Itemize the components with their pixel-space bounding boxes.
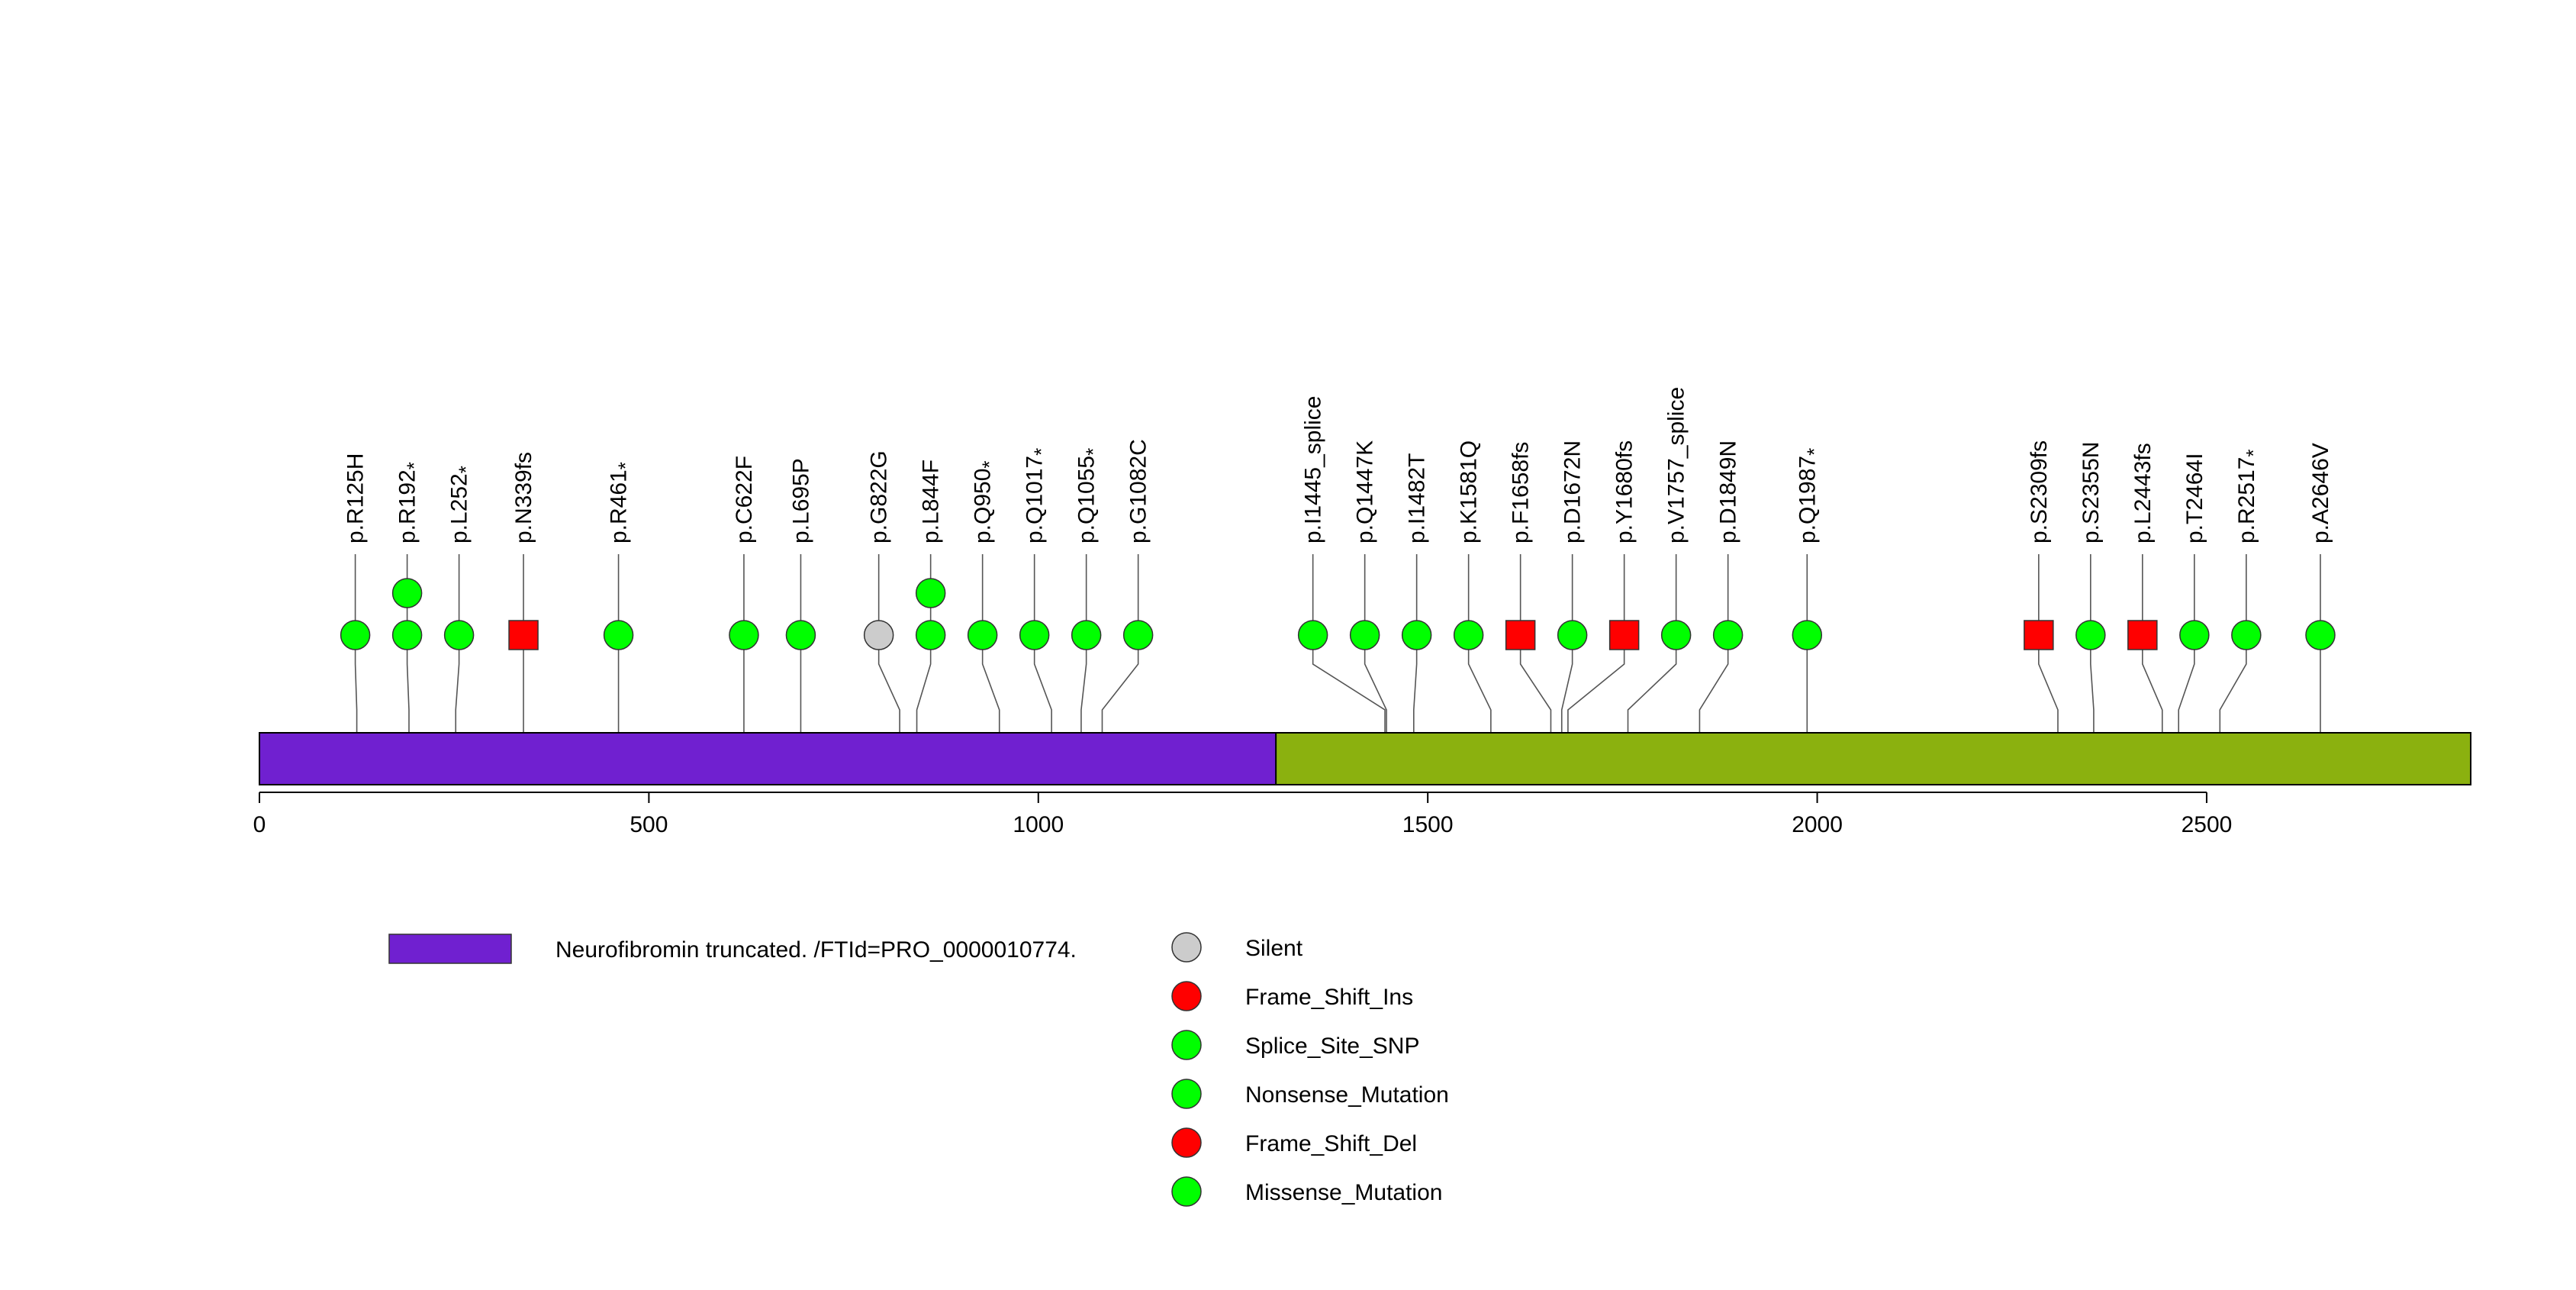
mutation-label-17: p.F1658fs	[1509, 442, 1534, 543]
mutation-label-11: p.Q1055*	[1074, 448, 1105, 543]
mutation-label-14: p.Q1447K	[1353, 440, 1378, 543]
mutation-label-5: p.C622F	[732, 456, 757, 543]
x-tick-label-2500: 2500	[2182, 812, 2233, 837]
mutation-label-28: p.A2646V	[2308, 443, 2333, 543]
legend-label-frame_shift_del: Frame_Shift_Del	[1245, 1131, 1417, 1156]
mutation-label-23: p.S2309fs	[2027, 440, 2052, 543]
legend-label-silent: Silent	[1245, 936, 1303, 961]
mutation-label-10: p.Q1017*	[1022, 448, 1053, 543]
x-tick-label-500: 500	[630, 812, 668, 837]
legend: Neurofibromin truncated. /FTId=PRO_00000…	[388, 932, 1449, 1207]
mutation-marker-2-0	[443, 620, 475, 650]
mutation-marker-13-0	[1297, 620, 1328, 650]
x-tick-label-0: 0	[253, 812, 266, 837]
mutation-marker-1-1	[391, 578, 423, 608]
mutation-label-20: p.V1757_splice	[1664, 387, 1689, 543]
mutation-marker-25-0	[2127, 620, 2158, 650]
legend-swatch-missense_mutation	[1171, 1176, 1202, 1207]
mutation-label-3: p.N339fs	[511, 452, 536, 543]
mutation-marker-7-0	[863, 620, 894, 650]
mutation-marker-15-0	[1401, 620, 1432, 650]
mutation-marker-1-0	[391, 620, 423, 650]
mutation-marker-3-0	[508, 620, 539, 650]
mutation-marker-24-0	[2075, 620, 2106, 650]
mutation-marker-20-0	[1660, 620, 1692, 650]
mutation-label-1: p.R192*	[395, 462, 426, 543]
mutation-label-21: p.D1849N	[1716, 440, 1741, 543]
mutation-label-24: p.S2355N	[2079, 442, 2104, 543]
legend-label-missense_mutation: Missense_Mutation	[1245, 1180, 1442, 1205]
mutation-label-26: p.T2464I	[2182, 453, 2207, 543]
mutation-marker-27-0	[2231, 620, 2262, 650]
mutation-marker-4-0	[603, 620, 634, 650]
mutation-marker-9-0	[967, 620, 998, 650]
legend-label-splice_site_snp: Splice_Site_SNP	[1245, 1034, 1419, 1059]
mutation-marker-10-0	[1019, 620, 1050, 650]
legend-swatch-frame_shift_ins	[1171, 981, 1202, 1011]
mutation-marker-6-0	[785, 620, 816, 650]
mutation-label-9: p.Q950*	[971, 460, 1001, 543]
mutation-marker-22-0	[1792, 620, 1823, 650]
x-axis: 0 500 1000 1500 2000 2500	[253, 792, 2233, 837]
mutation-label-27: p.R2517*	[2234, 449, 2265, 543]
mutation-marker-26-0	[2179, 620, 2210, 650]
mutation-marker-12-0	[1122, 620, 1154, 650]
mutation-marker-28-0	[2305, 620, 2336, 650]
mutation-markers	[340, 578, 2336, 650]
legend-label-nonsense_mutation: Nonsense_Mutation	[1245, 1082, 1449, 1108]
mutation-label-12: p.G1082C	[1126, 439, 1151, 543]
legend-domain-swatch	[388, 934, 512, 964]
mutation-marker-14-0	[1349, 620, 1380, 650]
mutation-label-18: p.D1672N	[1560, 440, 1586, 543]
x-tick-label-1500: 1500	[1402, 812, 1454, 837]
mutation-label-16: p.K1581Q	[1457, 440, 1482, 543]
mutation-label-22: p.Q1987*	[1795, 448, 1825, 543]
mutation-marker-21-0	[1712, 620, 1744, 650]
legend-swatch-silent	[1171, 932, 1202, 963]
mutation-marker-18-0	[1557, 620, 1588, 650]
mutation-marker-19-0	[1608, 620, 1640, 650]
domain-bar-0	[259, 732, 1278, 785]
mutation-label-15: p.I1482T	[1405, 453, 1430, 543]
mutation-label-25: p.L2443fs	[2130, 443, 2156, 543]
legend-swatch-splice_site_snp	[1171, 1030, 1202, 1060]
mutation-label-7: p.G822G	[867, 450, 892, 543]
protein-bar	[259, 732, 2471, 785]
mutation-label-4: p.R461*	[607, 462, 637, 543]
legend-domain-label: Neurofibromin truncated. /FTId=PRO_00000…	[555, 937, 1077, 963]
mutation-label-6: p.L695P	[788, 458, 813, 543]
mutation-label-8: p.L844F	[919, 460, 944, 543]
x-tick-label-2000: 2000	[1792, 812, 1843, 837]
mutation-label-0: p.R125H	[343, 453, 369, 543]
mutation-marker-16-0	[1453, 620, 1484, 650]
mutation-marker-0-0	[340, 620, 371, 650]
mutation-marker-23-0	[2024, 620, 2054, 650]
legend-swatch-nonsense_mutation	[1171, 1079, 1202, 1109]
mutation-marker-11-0	[1071, 620, 1102, 650]
mutation-label-19: p.Y1680fs	[1612, 440, 1637, 543]
legend-swatch-frame_shift_del	[1171, 1127, 1202, 1158]
mutation-marker-8-0	[915, 620, 946, 650]
domain-bar-1	[1275, 732, 2471, 785]
mutation-marker-8-1	[915, 578, 946, 608]
mutation-marker-17-0	[1505, 620, 1536, 650]
mutation-label-13: p.I1445_splice	[1301, 396, 1326, 543]
mutation-label-2: p.L252*	[447, 466, 478, 543]
mutation-marker-5-0	[729, 620, 759, 650]
mutation-labels: p.R125H p.R192* p.L252* p.N339fs p.R461* p.C6…	[343, 387, 2333, 543]
legend-label-frame_shift_ins: Frame_Shift_Ins	[1245, 985, 1413, 1010]
x-tick-label-1000: 1000	[1013, 812, 1064, 837]
